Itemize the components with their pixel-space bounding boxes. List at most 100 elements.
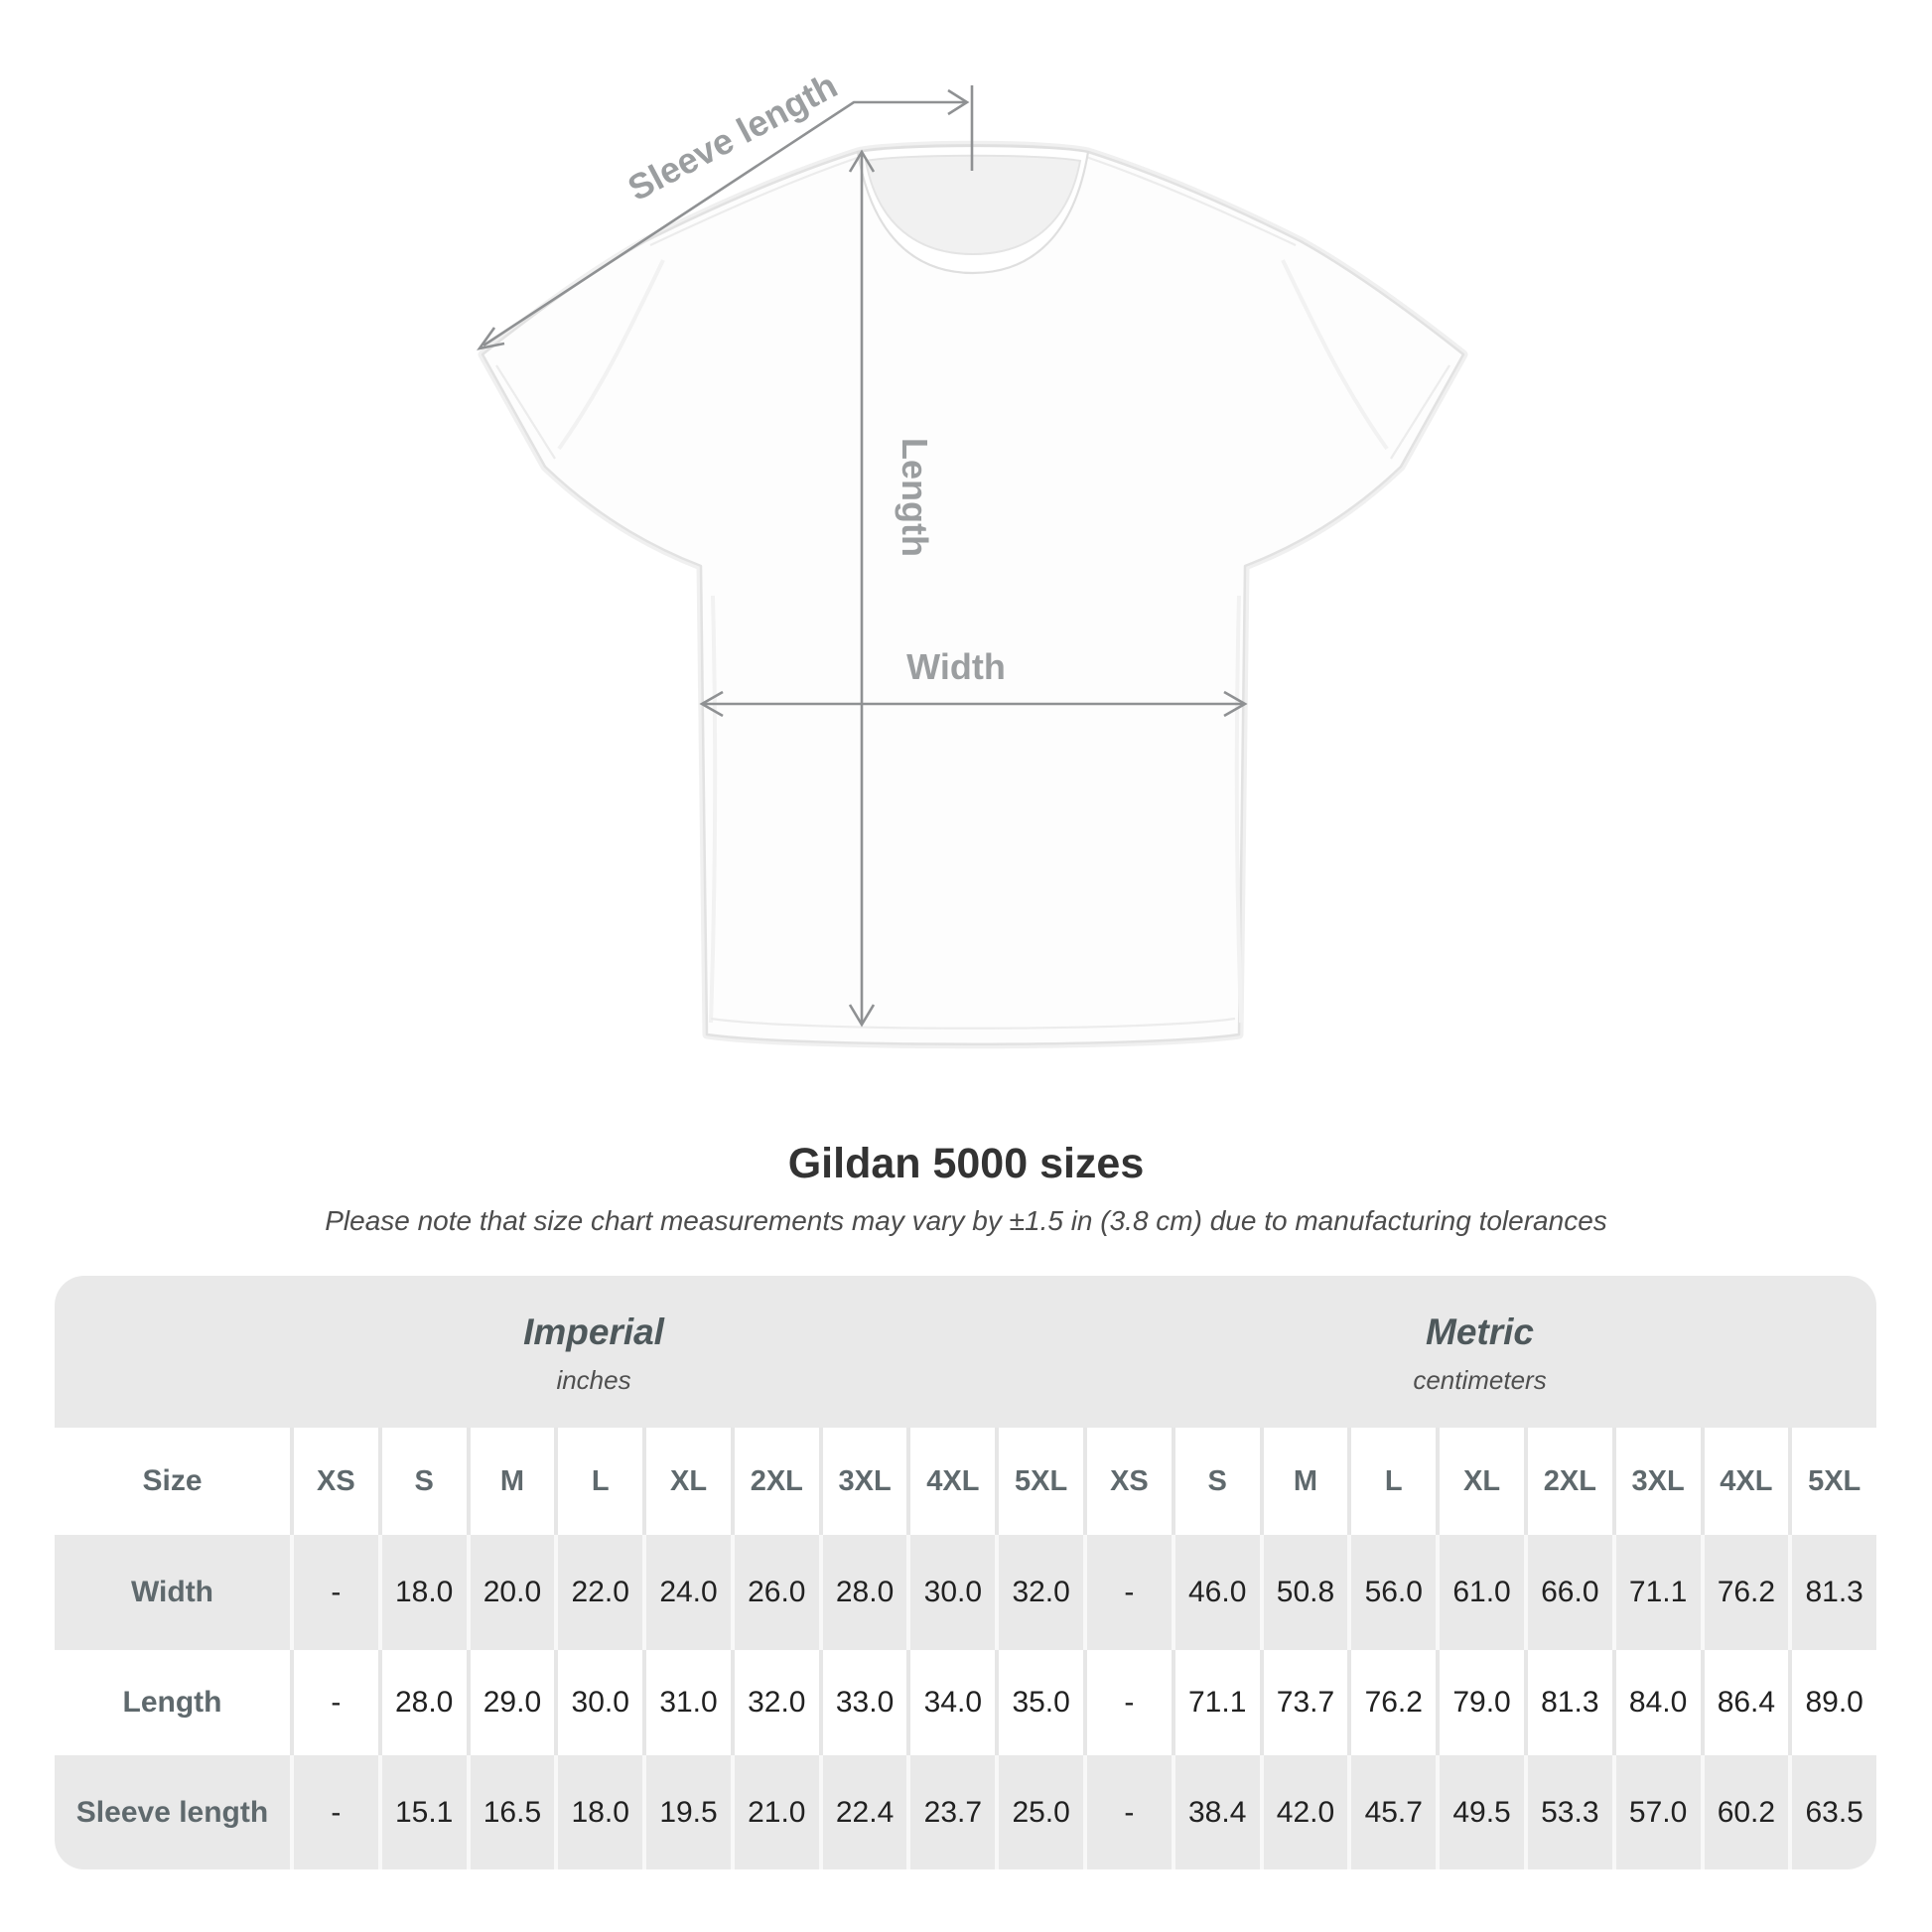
sleeve-length-value-cell: 60.2 <box>1700 1755 1789 1869</box>
metric-section-header: Metric centimeters <box>1083 1276 1876 1428</box>
sleeve-length-value-cell: 23.7 <box>906 1755 995 1869</box>
size-corner-label: Size <box>142 1464 203 1497</box>
length-value-cell: - <box>290 1650 378 1755</box>
length-value-cell: 32.0 <box>730 1650 819 1755</box>
size-column-header: 2XL <box>730 1428 819 1535</box>
sleeve-length-value-cell: 25.0 <box>995 1755 1083 1869</box>
length-value-cell: 84.0 <box>1611 1650 1701 1755</box>
arrowhead-up-icon <box>848 149 876 173</box>
sleeve-length-value-cell: 63.5 <box>1788 1755 1876 1869</box>
row-label-length: Length <box>122 1686 222 1719</box>
size-column-header: S <box>1171 1428 1260 1535</box>
page-title: Gildan 5000 sizes <box>787 1140 1145 1187</box>
table-row-width: Width -18.0 20.0 22.0 24.0 26.0 28.0 30.0 32.0-… <box>55 1535 1876 1650</box>
size-column-header: XS <box>290 1428 378 1535</box>
sleeve-length-value-cell: 53.3 <box>1523 1755 1612 1869</box>
row-label-width: Width <box>130 1576 214 1608</box>
width-values: -18.0 20.0 22.0 24.0 26.0 28.0 30.0 32.0-46.0 50… <box>290 1535 1876 1650</box>
sleeve-length-value-cell: 16.5 <box>466 1755 555 1869</box>
sleeve-length-value-cell: 38.4 <box>1171 1755 1260 1869</box>
size-column-header: 2XL <box>1523 1428 1612 1535</box>
length-value-cell: 35.0 <box>995 1650 1083 1755</box>
length-value-cell: 79.0 <box>1436 1650 1524 1755</box>
width-value-cell: 66.0 <box>1523 1535 1612 1650</box>
width-value-cell: 20.0 <box>466 1535 555 1650</box>
size-column-header: M <box>1259 1428 1348 1535</box>
arrowhead-right2-icon <box>1223 690 1248 718</box>
table-header-row: Size XS S M L XL 2XL 3XL 4XL 5XL XS S M L XL 2XL 3XL 4XL… <box>55 1428 1876 1535</box>
size-column-header: 5XL <box>995 1428 1083 1535</box>
width-value-cell: 22.0 <box>554 1535 642 1650</box>
arrowhead-right-icon <box>947 88 970 116</box>
width-value-cell: - <box>1083 1535 1172 1650</box>
width-value-cell: 71.1 <box>1611 1535 1701 1650</box>
size-column-header: 3XL <box>818 1428 907 1535</box>
sleeve-length-value-cell: 19.5 <box>642 1755 731 1869</box>
width-value-cell: 30.0 <box>906 1535 995 1650</box>
tshirt-fold-shading <box>557 259 1389 1024</box>
length-value-cell: 81.3 <box>1523 1650 1612 1755</box>
sleeve-length-value-cell: - <box>290 1755 378 1869</box>
imperial-section-header: Imperial inches <box>55 1276 1083 1428</box>
sleeve-length-arrow <box>483 100 967 347</box>
sleeve-length-value-cell: 57.0 <box>1611 1755 1701 1869</box>
page-subtitle: Please note that size chart measurements… <box>325 1205 1607 1236</box>
size-column-header: XS <box>1083 1428 1172 1535</box>
arrowhead-diagonal-icon <box>477 327 505 350</box>
sleeve-length-value-cell: 15.1 <box>377 1755 467 1869</box>
length-value-cell: 76.2 <box>1347 1650 1436 1755</box>
metric-unit: centimeters <box>1413 1365 1547 1395</box>
length-value-cell: 34.0 <box>906 1650 995 1755</box>
length-value-cell: 28.0 <box>377 1650 467 1755</box>
table-row-sleeve-length: Sleeve length -15.1 16.5 18.0 19.5 21.0 22.4 2… <box>55 1755 1876 1869</box>
length-value-cell: 71.1 <box>1171 1650 1260 1755</box>
sleeve-length-value-cell: - <box>1083 1755 1172 1869</box>
width-label: Width <box>906 646 1006 687</box>
size-column-header: S <box>377 1428 467 1535</box>
length-values: -28.0 29.0 30.0 31.0 32.0 33.0 34.0 35.0-71.1 73… <box>290 1650 1876 1755</box>
size-column-header: M <box>466 1428 555 1535</box>
sleeve-length-value-cell: 42.0 <box>1259 1755 1348 1869</box>
sleeve-length-value-cell: 21.0 <box>730 1755 819 1869</box>
size-column-header: 4XL <box>1700 1428 1789 1535</box>
size-column-header: L <box>554 1428 642 1535</box>
width-value-cell: 32.0 <box>995 1535 1083 1650</box>
length-value-cell: 29.0 <box>466 1650 555 1755</box>
length-value-cell: 31.0 <box>642 1650 731 1755</box>
width-value-cell: 76.2 <box>1700 1535 1789 1650</box>
units-header-band: Imperial inches Metric centimeters <box>55 1276 1876 1428</box>
imperial-unit: inches <box>556 1365 631 1395</box>
width-value-cell: 24.0 <box>642 1535 731 1650</box>
tshirt-measurement-diagram: Sleeve length Length Width <box>477 65 1468 1049</box>
tshirt-illustration <box>481 144 1465 1045</box>
sleeve-length-value-cell: 45.7 <box>1347 1755 1436 1869</box>
length-value-cell: 89.0 <box>1788 1650 1876 1755</box>
width-value-cell: 50.8 <box>1259 1535 1348 1650</box>
length-value-cell: 33.0 <box>818 1650 907 1755</box>
arrowhead-left-icon <box>699 690 724 718</box>
width-value-cell: 46.0 <box>1171 1535 1260 1650</box>
sleeve-length-value-cell: 49.5 <box>1436 1755 1524 1869</box>
sleeve-length-values: -15.1 16.5 18.0 19.5 21.0 22.4 23.7 25.0-38.4 42… <box>290 1755 1876 1869</box>
width-value-cell: 81.3 <box>1788 1535 1876 1650</box>
width-value-cell: 61.0 <box>1436 1535 1524 1650</box>
width-value-cell: 18.0 <box>377 1535 467 1650</box>
length-value-cell: 86.4 <box>1700 1650 1789 1755</box>
length-label: Length <box>895 438 935 557</box>
tshirt-collar-opening <box>864 154 1082 256</box>
width-measure: Width <box>699 646 1248 718</box>
width-value-cell: 26.0 <box>730 1535 819 1650</box>
sleeve-length-value-cell: 22.4 <box>818 1755 907 1869</box>
tshirt-seams <box>495 155 1450 1030</box>
size-column-header: XL <box>1436 1428 1524 1535</box>
size-column-header: L <box>1347 1428 1436 1535</box>
length-measure: Length <box>848 149 935 1028</box>
metric-title: Metric <box>1426 1311 1534 1352</box>
size-column-header: 3XL <box>1611 1428 1701 1535</box>
width-value-cell: - <box>290 1535 378 1650</box>
imperial-title: Imperial <box>523 1311 664 1352</box>
size-column-headers: XS S M L XL 2XL 3XL 4XL 5XL XS S M L XL 2XL 3XL 4XL 5XL <box>290 1428 1876 1535</box>
size-column-header: XL <box>642 1428 731 1535</box>
width-value-cell: 28.0 <box>818 1535 907 1650</box>
sleeve-length-value-cell: 18.0 <box>554 1755 642 1869</box>
